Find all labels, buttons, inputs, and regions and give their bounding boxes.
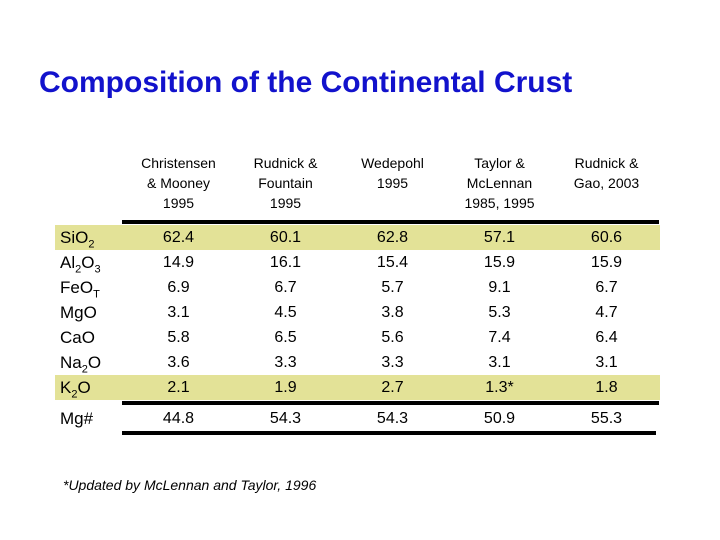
row-label: K2O (60, 377, 91, 400)
table-rule-middle (122, 401, 659, 405)
cell-value: 6.7 (274, 278, 297, 296)
cell-value: 4.5 (274, 303, 297, 321)
cell-value: 5.8 (167, 328, 190, 346)
cell-value: 1.8 (595, 378, 618, 396)
table-row-mg-number: Mg# 44.8 54.3 54.3 50.9 55.3 (55, 406, 660, 431)
row-label: Al2O3 (60, 252, 101, 275)
table-row-feot: FeOT 6.9 6.7 5.7 9.1 6.7 (55, 275, 660, 300)
row-label: SiO2 (60, 227, 95, 250)
cell-value: 6.9 (167, 278, 190, 296)
cell-value: 6.7 (595, 278, 618, 296)
table-header-row: Christensen & Mooney 1995 Rudnick & Foun… (125, 153, 660, 213)
cell-value: 44.8 (162, 409, 195, 427)
row-label: Mg# (60, 408, 94, 428)
cell-value: 3.6 (167, 353, 190, 371)
row-label: FeOT (60, 277, 100, 300)
row-label: MgO (60, 302, 97, 322)
table-row-na2o: Na2O 3.6 3.3 3.3 3.1 3.1 (55, 350, 660, 375)
cell-value: 1.3* (485, 378, 514, 396)
table-row-mgo: MgO 3.1 4.5 3.8 5.3 4.7 (55, 300, 660, 325)
cell-value: 6.5 (274, 328, 297, 346)
cell-value: 60.1 (269, 228, 302, 246)
cell-value: 9.1 (488, 278, 511, 296)
cell-value: 3.1 (167, 303, 190, 321)
cell-value: 3.8 (381, 303, 404, 321)
table-footer-section: Mg# 44.8 54.3 54.3 50.9 55.3 (55, 406, 660, 431)
cell-value: 55.3 (590, 409, 623, 427)
column-header-taylor-mclennan: Taylor & McLennan 1985, 1995 (464, 155, 535, 211)
table-rule-bottom (122, 431, 656, 435)
cell-value: 5.7 (381, 278, 404, 296)
table-row-cao: CaO 5.8 6.5 5.6 7.4 6.4 (55, 325, 660, 350)
footnote: *Updated by McLennan and Taylor, 1996 (63, 477, 317, 493)
cell-value: 16.1 (269, 253, 302, 271)
cell-value: 15.9 (590, 253, 623, 271)
cell-value: 3.1 (595, 353, 618, 371)
cell-value: 6.4 (595, 328, 618, 346)
row-label: Na2O (60, 352, 102, 375)
cell-value: 57.1 (483, 228, 516, 246)
table-row-sio2: SiO2 62.4 60.1 62.8 57.1 60.6 (55, 225, 660, 250)
cell-value: 54.3 (376, 409, 409, 427)
slide-title: Composition of the Continental Crust (39, 66, 573, 99)
cell-value: 15.9 (483, 253, 516, 271)
column-header-christensen-mooney: Christensen & Mooney 1995 (141, 155, 216, 211)
cell-value: 54.3 (269, 409, 302, 427)
cell-value: 4.7 (595, 303, 618, 321)
cell-value: 15.4 (376, 253, 409, 271)
cell-value: 7.4 (488, 328, 511, 346)
table-body: SiO2 62.4 60.1 62.8 57.1 60.6 Al2O3 14.9… (55, 225, 660, 400)
table-row-k2o: K2O 2.1 1.9 2.7 1.3* 1.8 (55, 375, 660, 400)
cell-value: 14.9 (162, 253, 195, 271)
cell-value: 5.3 (488, 303, 511, 321)
cell-value: 62.8 (376, 228, 409, 246)
cell-value: 3.3 (381, 353, 404, 371)
table-rule-top (122, 220, 659, 224)
row-label: CaO (60, 327, 95, 347)
cell-value: 5.6 (381, 328, 404, 346)
cell-value: 62.4 (162, 228, 195, 246)
column-header-wedepohl: Wedepohl 1995 (361, 155, 424, 191)
cell-value: 2.7 (381, 378, 404, 396)
cell-value: 50.9 (483, 409, 516, 427)
cell-value: 2.1 (167, 378, 190, 396)
column-header-rudnick-fountain: Rudnick & Fountain 1995 (253, 155, 318, 211)
cell-value: 3.1 (488, 353, 511, 371)
column-header-rudnick-gao: Rudnick & Gao, 2003 (573, 155, 640, 191)
cell-value: 60.6 (590, 228, 623, 246)
cell-value: 3.3 (274, 353, 297, 371)
table-row-al2o3: Al2O3 14.9 16.1 15.4 15.9 15.9 (55, 250, 660, 275)
cell-value: 1.9 (274, 378, 297, 396)
